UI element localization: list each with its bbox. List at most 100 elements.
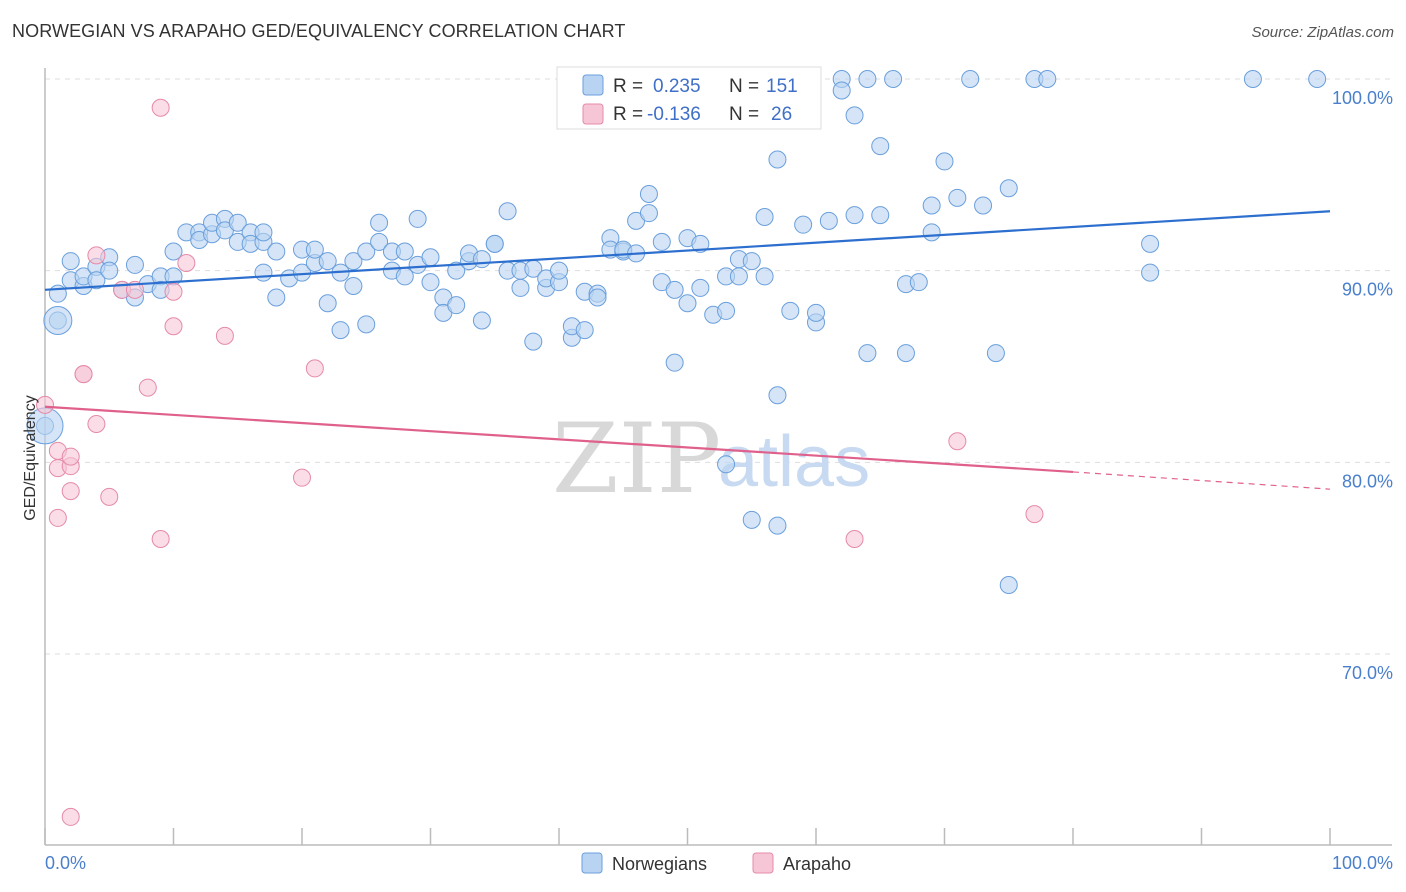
tick-labels: 70.0% 80.0% 90.0% 100.0% 0.0% 100.0% xyxy=(45,88,1393,873)
norwegian-point xyxy=(421,248,440,267)
arapaho-point xyxy=(845,530,864,548)
watermark-atlas: atlas xyxy=(718,422,870,502)
norwegian-point xyxy=(318,252,337,271)
norwegian-point xyxy=(370,213,389,232)
norwegian-point xyxy=(678,294,697,313)
norwegian-point xyxy=(331,321,350,340)
arapaho-point xyxy=(74,365,93,384)
norwegian-point xyxy=(961,70,980,88)
norwegian-point xyxy=(1243,70,1262,88)
bottom-legend-label-norwegians: Norwegians xyxy=(612,854,707,874)
legend-n-label: N = xyxy=(729,104,759,125)
arapaho-point xyxy=(305,359,324,378)
norwegian-point xyxy=(986,344,1005,363)
bottom-legend: Norwegians Arapaho xyxy=(581,852,851,874)
norwegian-point xyxy=(717,301,736,320)
norwegian-point xyxy=(858,70,877,88)
norwegian-point xyxy=(999,576,1018,594)
norwegian-point xyxy=(87,271,106,290)
arapaho-trend-extension xyxy=(1072,471,1331,490)
norwegian-point xyxy=(768,386,787,405)
norwegian-point xyxy=(1141,234,1160,253)
norwegian-point xyxy=(665,353,684,372)
norwegian-point xyxy=(267,242,286,261)
legend-r-label: R = xyxy=(613,104,643,125)
norwegian-point xyxy=(665,280,684,299)
norwegian-point xyxy=(871,206,890,225)
norwegian-point xyxy=(845,106,864,125)
legend-r-value: 0.235 xyxy=(653,76,701,97)
norwegian-point xyxy=(742,252,761,271)
norwegian-point xyxy=(871,137,890,156)
x-tick-label: 100.0% xyxy=(1332,853,1393,873)
arapaho-point xyxy=(164,282,183,301)
arapaho-point xyxy=(61,447,80,466)
chart-title: NORWEGIAN VS ARAPAHO GED/EQUIVALENCY COR… xyxy=(12,21,626,41)
norwegian-point xyxy=(318,294,337,313)
norwegian-point xyxy=(691,278,710,297)
arapaho-point xyxy=(215,326,234,345)
legend: R = 0.235 N = 151 R = -0.136 N = 26 xyxy=(556,66,822,130)
arapaho-point xyxy=(948,432,967,451)
bottom-legend-label-arapaho: Arapaho xyxy=(783,854,851,874)
arapaho-point xyxy=(36,395,54,414)
arapaho-point xyxy=(151,530,170,548)
norwegian-point xyxy=(125,255,144,274)
norwegian-point xyxy=(1038,70,1057,88)
norwegian-point xyxy=(922,196,941,215)
bottom-legend-swatch-norwegians xyxy=(581,852,603,874)
y-axis-title: GED/Equivalency xyxy=(22,395,39,520)
arapaho-point xyxy=(61,482,80,501)
watermark: ZIP atlas xyxy=(552,403,870,515)
norwegian-point xyxy=(755,208,774,226)
gridlines xyxy=(45,78,1392,655)
norwegian-point xyxy=(896,344,915,363)
legend-r-label: R = xyxy=(613,76,643,97)
norwegian-point xyxy=(935,152,954,171)
norwegian-point xyxy=(717,455,736,474)
arapaho-point xyxy=(48,508,67,527)
norwegian-point xyxy=(370,232,389,251)
norwegian-point xyxy=(357,242,376,261)
norwegian-point xyxy=(267,288,286,307)
norwegian-point xyxy=(254,223,273,242)
norwegian-point xyxy=(550,261,568,280)
norwegian-point xyxy=(794,215,813,234)
y-tick-label: 100.0% xyxy=(1332,88,1393,108)
norwegian-point xyxy=(344,277,363,295)
norwegian-point xyxy=(472,250,491,269)
norwegian-point xyxy=(639,204,658,223)
norwegian-point xyxy=(832,81,851,100)
arapaho-point xyxy=(100,487,119,506)
norwegian-point xyxy=(974,196,993,215)
norwegian-point xyxy=(43,306,73,335)
norwegian-point xyxy=(588,288,607,307)
arapaho-trend-line xyxy=(44,405,1074,474)
norwegian-point xyxy=(485,234,504,253)
norwegian-point xyxy=(884,70,903,88)
norwegian-trend-line xyxy=(44,210,1331,291)
arapaho-point xyxy=(177,254,196,272)
source-credit: Source: ZipAtlas.com xyxy=(1251,24,1394,41)
arapaho-point xyxy=(138,378,157,397)
norwegian-point xyxy=(755,267,774,286)
arapaho-point xyxy=(87,246,106,265)
norwegian-point xyxy=(524,332,543,351)
norwegian-point xyxy=(858,344,877,363)
x-tick-label: 0.0% xyxy=(45,853,86,873)
norwegian-point xyxy=(472,311,491,330)
norwegian-point xyxy=(807,303,825,322)
legend-swatch-arapaho xyxy=(582,103,604,125)
y-tick-label: 90.0% xyxy=(1342,280,1393,300)
norwegian-point xyxy=(781,301,800,320)
bottom-legend-swatch-arapaho xyxy=(752,852,774,874)
norwegian-point xyxy=(768,516,787,535)
legend-swatch-norwegians xyxy=(582,74,604,96)
norwegian-points xyxy=(26,70,1327,594)
norwegian-point xyxy=(421,273,440,292)
norwegian-point xyxy=(344,252,363,271)
norwegian-point xyxy=(948,188,967,207)
norwegian-point xyxy=(511,278,530,297)
norwegian-point xyxy=(742,510,761,529)
